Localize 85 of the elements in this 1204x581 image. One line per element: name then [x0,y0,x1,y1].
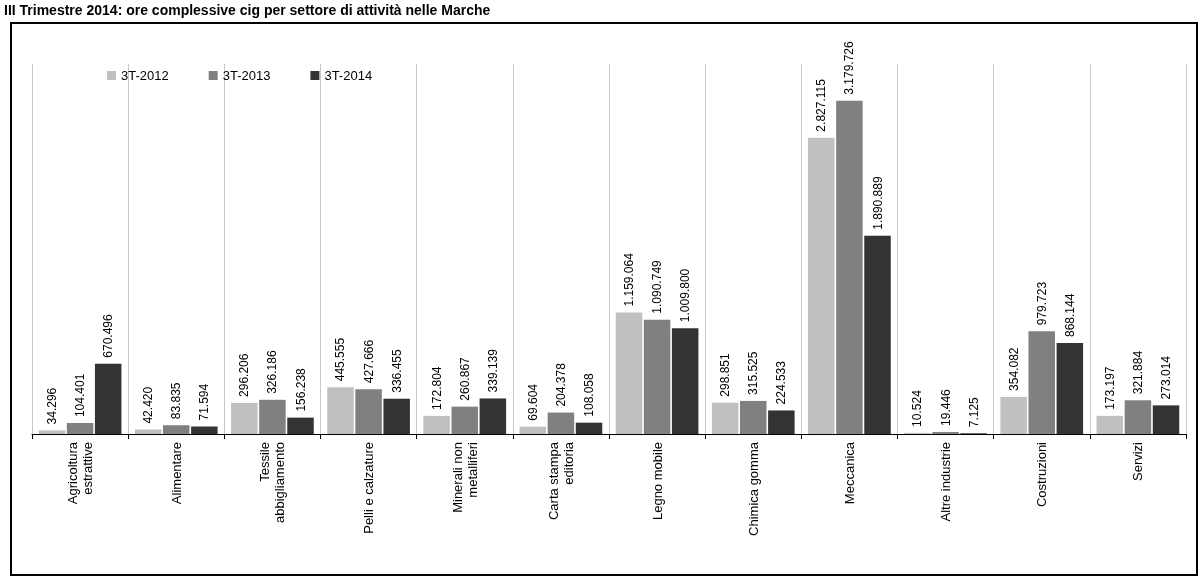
data-label: 445.555 [333,337,348,382]
data-label: 1.009.800 [678,268,693,323]
data-label: 427.666 [361,339,376,384]
legend-label: 3T-2014 [324,68,373,83]
data-label: 10.524 [910,389,925,427]
data-label: 868.144 [1062,293,1077,337]
chart-title: III Trimestre 2014: ore complessive cig per settore di attività nelle Marche [4,2,491,18]
data-label: 104.401 [73,373,88,418]
data-label: 7.125 [966,396,981,428]
bar [231,402,258,434]
legend-label: 3T-2012 [121,68,169,83]
data-label: 19.446 [938,388,953,426]
bar [575,422,603,434]
data-label: 979.723 [1034,281,1049,326]
data-label: 326.186 [265,350,280,394]
bar [808,137,835,434]
bar [1056,342,1084,434]
bar [191,426,218,434]
data-label: 2.827.115 [814,78,829,132]
data-label: 336.455 [389,349,404,393]
bar [615,312,643,434]
bar [38,430,66,434]
data-label: 204.378 [553,362,568,407]
data-label: 83.835 [169,382,184,420]
bar [1152,405,1180,434]
data-label: 670.496 [101,314,116,358]
bar [163,425,190,434]
bar [479,398,507,434]
data-label: 298.851 [718,352,733,397]
bar [547,412,575,434]
data-label: 224.533 [774,360,789,405]
x-tick-label: Alimentare [168,442,184,505]
data-label: 156.238 [293,367,308,412]
x-tick-label: Meccanica [841,441,857,505]
bar [711,402,739,434]
data-label: 173.197 [1102,366,1117,410]
legend-label: 3T-2013 [222,68,271,83]
x-tick-label: Chimica gomma [745,441,761,536]
bar [932,431,959,434]
x-tick-label: Legno mobile [649,442,665,521]
bar [768,410,795,434]
bar [287,417,314,434]
data-label: 3.179.726 [842,40,857,95]
x-tick-label: Carta stampa editoria [545,441,576,521]
data-label: 315.525 [746,351,761,395]
x-tick-label: Tessile abbigliamento [257,442,288,523]
data-label: 260.867 [457,356,472,401]
data-label: 1.159.064 [621,252,636,307]
data-label: 172.804 [429,366,444,410]
data-label: 273.014 [1159,355,1174,400]
bar [1124,400,1152,434]
bar [327,387,354,434]
data-label: 354.082 [1006,347,1021,391]
x-tick-label: Altre industrie [938,442,954,522]
data-label: 42.420 [141,386,156,424]
bar [740,400,767,434]
x-tick-label: Servizi [1130,441,1146,482]
data-label: 1.890.889 [870,176,885,230]
bar [519,426,547,434]
bar [259,399,286,434]
bar [451,406,478,434]
data-label: 108.058 [582,372,597,417]
bar [1028,331,1055,434]
x-tick-label: Agricoltura estrattive [65,441,96,505]
bar [1000,396,1027,434]
data-label: 1.090.749 [650,259,665,314]
bar [836,100,863,434]
data-label: 321.884 [1130,350,1145,395]
x-tick-label: Costruzioni [1034,441,1050,508]
data-label: 71.594 [197,383,212,421]
bar [355,389,382,434]
x-tick-label: Minerali non metalliferi [449,441,480,513]
bar [423,415,450,434]
bar [66,423,94,434]
data-label: 296.206 [237,353,252,397]
bar [94,363,122,434]
data-label: 34.296 [44,387,59,425]
x-tick-label: Pelli e calzature [361,442,377,534]
data-label: 339.139 [485,348,500,393]
bar [383,398,410,434]
bar [671,328,699,434]
data-label: 69.604 [525,383,540,421]
bar [1096,415,1124,434]
bar [864,235,891,434]
bar [643,319,671,434]
